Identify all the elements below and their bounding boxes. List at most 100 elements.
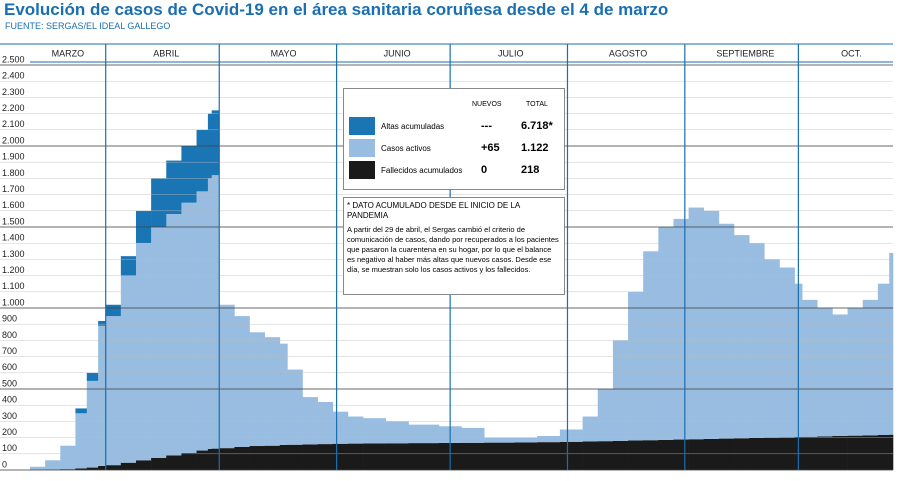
y-tick-label: 1.400: [2, 233, 25, 243]
bar: [120, 256, 137, 276]
bar: [734, 235, 750, 439]
x-tick-label: OCT.: [841, 48, 862, 58]
y-tick-label: 900: [2, 314, 17, 324]
legend-new: 0: [481, 164, 488, 176]
bar: [673, 218, 689, 440]
bar: [151, 457, 167, 470]
bar: [264, 337, 281, 446]
bar: [98, 465, 107, 470]
bar: [862, 299, 879, 436]
note-text: A partir del 29 de abril, el Sergas camb…: [347, 225, 559, 274]
y-tick-label: 1.700: [2, 184, 25, 194]
bar: [817, 308, 833, 437]
bar: [889, 434, 894, 470]
bar: [484, 442, 515, 470]
bar: [658, 439, 674, 470]
bar: [643, 251, 659, 441]
bar: [461, 427, 485, 443]
y-tick-label: 600: [2, 362, 17, 372]
y-tick-label: 2.100: [2, 119, 25, 129]
bar: [86, 380, 99, 468]
bar: [219, 448, 235, 470]
bar: [264, 445, 281, 470]
bar: [332, 411, 349, 444]
bar: [484, 437, 515, 443]
x-tick-label: JUNIO: [384, 48, 411, 58]
y-tick-label: 300: [2, 411, 17, 421]
note-title: * DATO ACUMULADO DESDE EL INICIO DE LA P…: [347, 201, 520, 220]
bar: [363, 443, 387, 470]
bar: [612, 340, 629, 441]
bar: [151, 227, 167, 458]
bar: [287, 369, 303, 445]
bar: [889, 252, 894, 435]
y-tick-label: 200: [2, 427, 17, 437]
bar: [151, 178, 167, 227]
bar: [628, 291, 644, 441]
bar: [181, 202, 197, 453]
bar: [98, 325, 107, 466]
y-tick-label: 400: [2, 395, 17, 405]
y-tick-label: 2.400: [2, 71, 25, 81]
note: * DATO ACUMULADO DESDE EL INICIO DE LA P…: [343, 197, 565, 295]
bar: [734, 438, 750, 470]
legend-new: ---: [481, 120, 492, 132]
bar: [287, 444, 303, 470]
legend-entry: Altas acumuladas --- 6.718*: [349, 117, 559, 135]
y-tick-label: 500: [2, 378, 17, 388]
bar: [718, 223, 735, 439]
bar: [802, 436, 818, 470]
x-tick-label: MAYO: [271, 48, 297, 58]
bar: [582, 416, 599, 442]
bar: [135, 460, 152, 470]
legend-label: Casos activos: [381, 144, 431, 153]
legend-swatch: [349, 117, 375, 135]
y-tick-label: 1.100: [2, 281, 25, 291]
bar: [211, 110, 220, 176]
x-tick-label: MARZO: [52, 48, 85, 58]
bar: [75, 408, 88, 414]
y-tick-label: 800: [2, 330, 17, 340]
bar: [135, 243, 152, 461]
bar: [279, 444, 288, 470]
bar: [45, 460, 61, 470]
bar: [847, 308, 864, 436]
legend-label: Altas acumuladas: [381, 122, 445, 131]
bar: [862, 435, 879, 470]
bar: [514, 437, 538, 443]
chart-title: Evolución de casos de Covid-19 en el áre…: [4, 0, 669, 19]
bar: [279, 343, 288, 445]
x-tick-label: JULIO: [498, 48, 524, 58]
bar: [234, 446, 250, 470]
bar: [582, 441, 599, 470]
bar: [181, 452, 197, 470]
bar: [461, 442, 485, 470]
bar: [537, 435, 561, 443]
bar: [597, 389, 614, 442]
y-tick-label: 2.300: [2, 87, 25, 97]
bar: [347, 416, 364, 444]
y-tick-label: 1.500: [2, 216, 25, 226]
bar: [211, 175, 220, 449]
bar: [98, 320, 107, 326]
bar: [166, 214, 182, 456]
legend-entry: Fallecidos acumulados 0 218: [349, 161, 559, 179]
bar: [832, 314, 848, 436]
bar: [658, 227, 674, 440]
bar: [628, 440, 644, 470]
legend-label: Fallecidos acumulados: [381, 166, 463, 175]
bar: [105, 465, 122, 470]
legend-total: 6.718*: [521, 120, 553, 132]
bar: [196, 191, 209, 451]
bar: [408, 424, 440, 444]
x-tick-label: AGOSTO: [609, 48, 647, 58]
legend-header: NUEVOS: [472, 101, 502, 108]
bar: [249, 446, 265, 470]
y-tick-label: 1.800: [2, 168, 25, 178]
bar: [597, 441, 614, 470]
bar: [703, 438, 720, 470]
bar: [86, 372, 99, 381]
bar: [120, 462, 137, 470]
